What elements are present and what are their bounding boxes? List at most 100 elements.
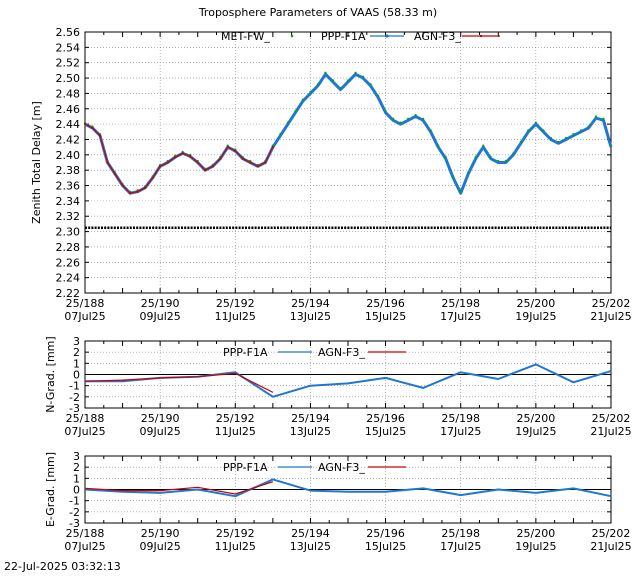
egrad-xtick-label: 25/190 (141, 527, 180, 540)
ngrad-xtick-label: 25/190 (141, 412, 180, 425)
ztd-ytick-label: 2.42 (56, 133, 81, 146)
ngrad-ytick-label: 0 (73, 369, 80, 382)
egrad-ytick-label: -2 (69, 506, 80, 519)
egrad-xtick-date: 17Jul25 (440, 540, 481, 553)
ztd-point-met (346, 79, 350, 82)
ztd-point-agn (256, 165, 259, 168)
ztd-point-met (452, 175, 455, 178)
ztd-point-agn (189, 155, 192, 158)
ngrad-xtick-label: 25/198 (441, 412, 480, 425)
ztd-ytick-label: 2.52 (56, 57, 81, 70)
ztd-xtick-label: 25/194 (291, 297, 330, 310)
ngrad-xtick-label: 25/192 (216, 412, 255, 425)
egrad-xtick-label: 25/188 (66, 527, 105, 540)
egrad-xtick-label: 25/198 (441, 527, 480, 540)
ztd-point-met (564, 136, 568, 140)
ztd-point-met (557, 140, 560, 143)
ztd-point-agn (129, 192, 132, 195)
ztd-point-met (512, 152, 515, 155)
ztd-point-agn (166, 161, 169, 164)
ztd-ytick-label: 2.50 (56, 72, 81, 85)
ztd-ytick-label: 2.44 (56, 118, 81, 131)
ztd-point-met (497, 159, 500, 163)
ztd-ytick-label: 2.48 (56, 87, 81, 100)
chart-title: Troposphere Parameters of VAAS (58.33 m) (198, 6, 437, 19)
ztd-point-agn (196, 161, 199, 164)
ngrad-xtick-date: 15Jul25 (365, 425, 406, 438)
ztd-point-met (324, 71, 327, 74)
ztd-point-met (339, 86, 342, 90)
ztd-point-agn (211, 165, 214, 168)
egrad-xtick-date: 09Jul25 (140, 540, 181, 553)
egrad-xtick-label: 25/192 (216, 527, 255, 540)
egrad-ytick-label: 2 (73, 461, 80, 474)
ztd-point-met (279, 133, 282, 136)
ztd-series-ppp-f1a (84, 72, 613, 195)
ngrad-xtick-date: 19Jul25 (515, 425, 556, 438)
ztd-point-met (301, 98, 305, 101)
ztd-point-met (579, 129, 583, 132)
ztd-point-agn (121, 184, 124, 187)
ztd-point-agn (249, 161, 252, 164)
ztd-point-met (294, 110, 297, 113)
ztd-ytick-label: 2.46 (56, 103, 81, 116)
egrad-ylabel: E-Grad. [mm] (44, 452, 57, 527)
ngrad-xtick-date: 11Jul25 (215, 425, 256, 438)
ztd-xtick-label: 25/196 (366, 297, 405, 310)
egrad-xtick-date: 07Jul25 (64, 540, 105, 553)
timestamp: 22-Jul-2025 03:32:13 (4, 560, 121, 573)
ztd-point-met (459, 190, 462, 193)
ztd-xtick-date: 21Jul25 (590, 310, 631, 323)
ztd-point-met (542, 129, 545, 132)
ztd-ylabel: Zenith Total Delay [m] (30, 101, 43, 224)
ztd-ytick-label: 2.28 (56, 241, 81, 254)
ztd-xtick-date: 17Jul25 (440, 310, 481, 323)
ztd-xtick-label: 25/200 (517, 297, 556, 310)
ztd-point-met (407, 117, 410, 120)
ztd-xtick-date: 11Jul25 (215, 310, 256, 323)
ztd-ytick-label: 2.56 (56, 26, 81, 39)
egrad-xtick-label: 25/202 (592, 527, 631, 540)
egrad-legend-label-ppp: PPP-F1A (223, 461, 268, 474)
ztd-point-agn (234, 149, 237, 152)
ztd-ytick-label: 2.32 (56, 210, 81, 223)
ztd-point-agn (219, 157, 222, 160)
ztd-series-agn-f3 (84, 123, 274, 194)
ztd-ytick-label: 2.38 (56, 164, 81, 177)
ztd-point-met (572, 133, 575, 136)
ngrad-ytick-label: -2 (69, 391, 80, 404)
egrad-xtick-date: 19Jul25 (515, 540, 556, 553)
ztd-point-met (414, 113, 417, 117)
ztd-point-agn (144, 186, 147, 189)
ztd-point-agn (151, 176, 154, 179)
ztd-xtick-date: 15Jul25 (365, 310, 406, 323)
ngrad-xtick-label: 25/196 (366, 412, 405, 425)
ztd-ytick-label: 2.22 (56, 287, 81, 300)
ztd-point-met (602, 117, 605, 120)
ztd-point-met (399, 121, 402, 124)
legend-label-ppp: PPP-F1A (321, 30, 366, 43)
ngrad-ytick-label: 3 (73, 335, 80, 348)
ztd-ytick-label: 2.24 (56, 272, 81, 285)
ztd-point-agn (181, 152, 184, 155)
ztd-point-met (444, 156, 447, 159)
egrad-series-agn-f3 (84, 481, 274, 495)
ztd-point-met (369, 83, 372, 86)
egrad-xtick-label: 25/196 (366, 527, 405, 540)
ztd-panel: 2.56 2.54 2.52 2.50 2.48 2.46 2.44 2.42 2.40 2.38… (30, 26, 632, 323)
ngrad-legend-label-ppp: PPP-F1A (223, 346, 268, 359)
ztd-point-agn (99, 134, 102, 137)
ztd-point-met (467, 171, 470, 174)
ztd-point-met (437, 144, 440, 147)
ztd-point-met (429, 129, 432, 132)
egrad-series-ppp-f1a (84, 478, 612, 498)
ztd-point-met (354, 71, 357, 74)
ztd-ytick-label: 2.34 (56, 195, 81, 208)
ngrad-legend-label-agn: AGN-F3_ (318, 346, 365, 359)
ztd-point-met (489, 156, 492, 159)
ztd-point-agn (204, 169, 207, 172)
ztd-ytick-label: 2.54 (56, 41, 81, 54)
egrad-ytick-label: 3 (73, 450, 80, 463)
legend-label-met: MET-FW_ (221, 30, 270, 43)
